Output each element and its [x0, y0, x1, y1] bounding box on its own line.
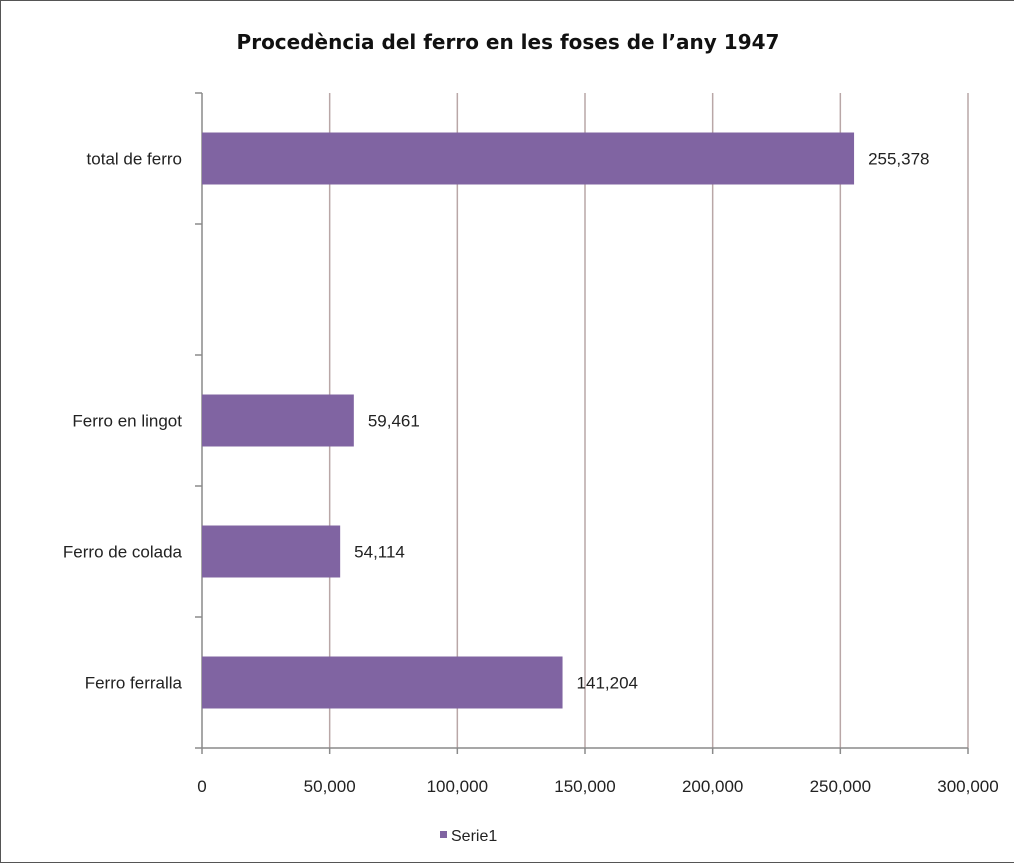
bar	[202, 132, 855, 185]
chart-title: Procedència del ferro en les foses de l’…	[236, 30, 780, 54]
category-label: Ferro de colada	[63, 543, 183, 562]
x-tick-label: 150,000	[554, 777, 615, 796]
bar	[202, 656, 563, 709]
x-tick-label: 0	[197, 777, 206, 796]
legend-swatch	[440, 831, 447, 839]
data-label: 255,378	[868, 150, 929, 169]
category-label: Ferro ferralla	[85, 674, 183, 693]
data-label: 141,204	[577, 674, 638, 693]
category-label: Ferro en lingot	[72, 412, 182, 431]
x-tick-label: 200,000	[682, 777, 743, 796]
legend: Serie1	[440, 828, 497, 846]
data-label: 54,114	[354, 543, 405, 562]
bar	[202, 525, 341, 578]
legend-label: Serie1	[451, 828, 498, 845]
category-label: total de ferro	[87, 150, 182, 169]
data-label: 59,461	[368, 412, 420, 431]
bar	[202, 394, 354, 447]
x-tick-label: 250,000	[810, 777, 871, 796]
x-tick-label: 300,000	[937, 777, 998, 796]
x-tick-label: 50,000	[304, 777, 356, 796]
x-tick-label: 100,000	[427, 777, 488, 796]
